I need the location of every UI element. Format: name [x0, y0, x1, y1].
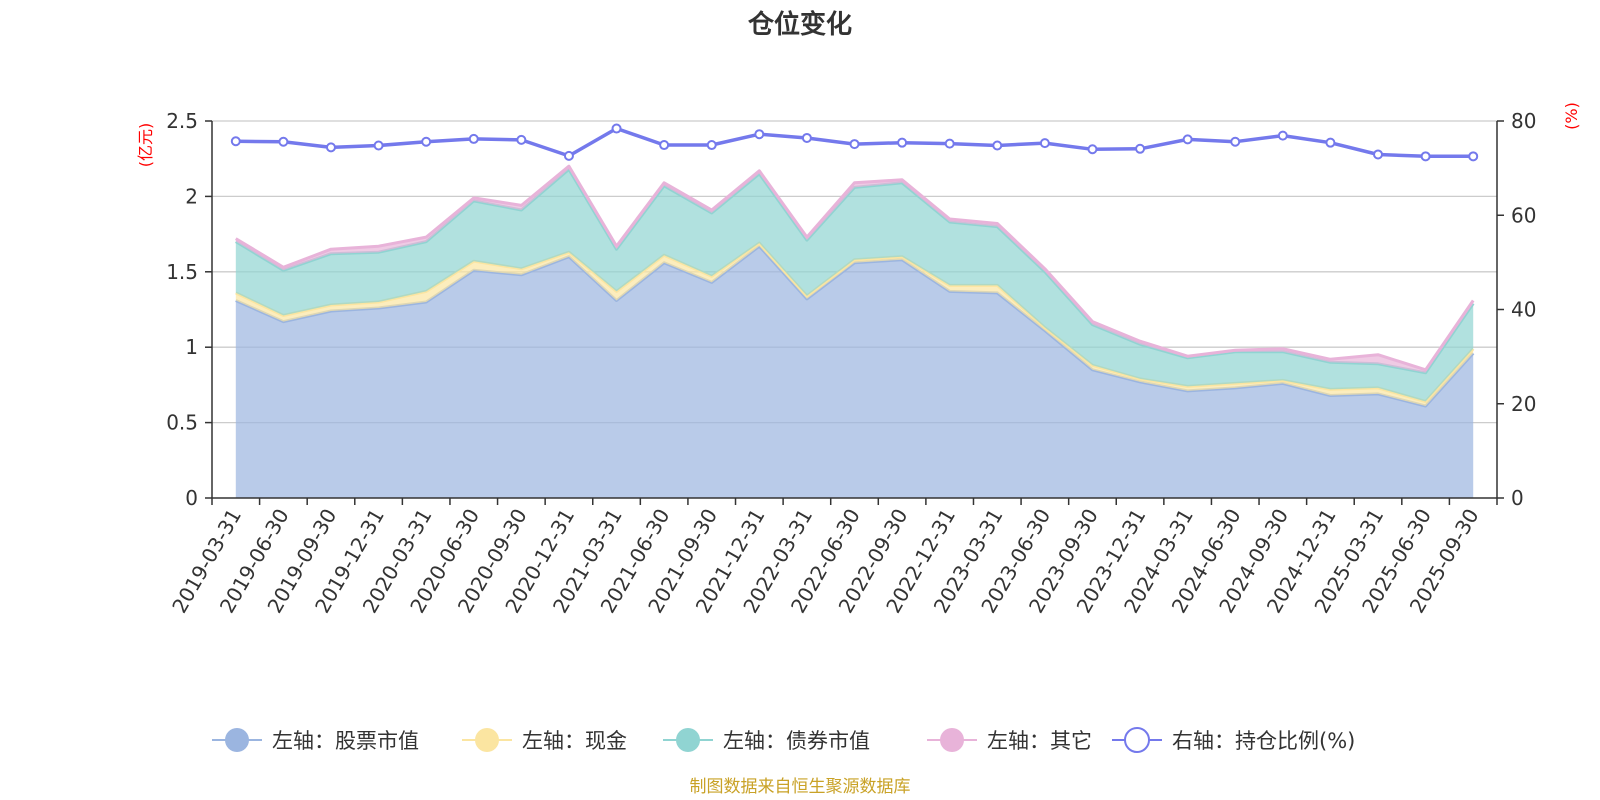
ratio-point: [230, 136, 241, 147]
chart-title: 仓位变化: [747, 9, 852, 40]
right-tick-label: 20: [1511, 392, 1536, 416]
ratio-point: [1039, 138, 1050, 149]
legend-item: 右轴：持仓比例(%): [1112, 727, 1355, 753]
area-9bb5e0: [235, 246, 1474, 498]
ratio-point: [325, 142, 336, 153]
ratio-point: [278, 136, 289, 147]
ratio-point: [1420, 151, 1431, 162]
ratio-point: [373, 140, 384, 151]
left-tick-label: 0.5: [166, 411, 198, 435]
right-tick-label: 80: [1511, 109, 1536, 133]
legend-label: 左轴：现金: [522, 729, 627, 753]
legend-marker: [475, 728, 499, 752]
left-tick-label: 0: [185, 486, 198, 510]
left-tick-label: 2.5: [166, 109, 198, 133]
ratio-point: [659, 140, 670, 151]
right-tick-label: 0: [1511, 486, 1524, 510]
ratio-point: [801, 132, 812, 143]
series-line: [235, 164, 1475, 372]
ratio-point: [1325, 137, 1336, 148]
ratio-point: [944, 138, 955, 149]
legend-marker: [676, 728, 700, 752]
ratio-point: [897, 137, 908, 148]
left-tick-label: 2: [185, 184, 198, 208]
ratio-point: [468, 133, 479, 144]
ratio-point: [849, 139, 860, 150]
right-tick-label: 60: [1511, 203, 1536, 227]
legend-item: 左轴：股票市值: [212, 728, 419, 753]
ratio-line: [230, 123, 1479, 162]
right-axis-unit: (%): [1562, 102, 1581, 130]
left-tick-label: 1.5: [166, 260, 198, 284]
ratio-point: [1087, 144, 1098, 155]
left-axis-unit: (亿元): [136, 123, 155, 168]
area-90d4d2: [235, 169, 1474, 402]
legend-label: 左轴：债券市值: [723, 729, 870, 753]
ratio-point: [1135, 143, 1146, 154]
ratio-point: [706, 140, 717, 151]
legend-item: 左轴：其它: [927, 728, 1092, 753]
ratio-point: [1230, 136, 1241, 147]
ratio-point: [1182, 134, 1193, 145]
ratio-point: [1468, 151, 1479, 162]
left-tick-label: 1: [185, 335, 198, 359]
legend-label: 左轴：其它: [987, 729, 1092, 753]
ratio-point: [421, 136, 432, 147]
ratio-point: [992, 140, 1003, 151]
ratio-point: [516, 134, 527, 145]
ratio-point: [563, 150, 574, 161]
legend: 左轴：股票市值 左轴：现金 左轴：债券市值 左轴：其它 右轴：持仓比例(%): [212, 727, 1355, 753]
legend-label: 左轴：股票市值: [272, 729, 419, 753]
ratio-point: [754, 129, 765, 140]
legend-marker: [225, 728, 249, 752]
legend-item: 左轴：现金: [462, 728, 627, 753]
ratio-point: [1277, 130, 1288, 141]
legend-marker: [1124, 727, 1150, 753]
legend-label: 右轴：持仓比例(%): [1172, 729, 1355, 753]
source-note: 制图数据来自恒生聚源数据库: [690, 777, 911, 797]
legend-item: 左轴：债券市值: [663, 728, 870, 753]
stacked-areas: [235, 164, 1475, 498]
right-tick-label: 40: [1511, 298, 1536, 322]
ratio-point: [1373, 149, 1384, 160]
ratio-point: [611, 123, 622, 134]
legend-marker: [940, 728, 964, 752]
